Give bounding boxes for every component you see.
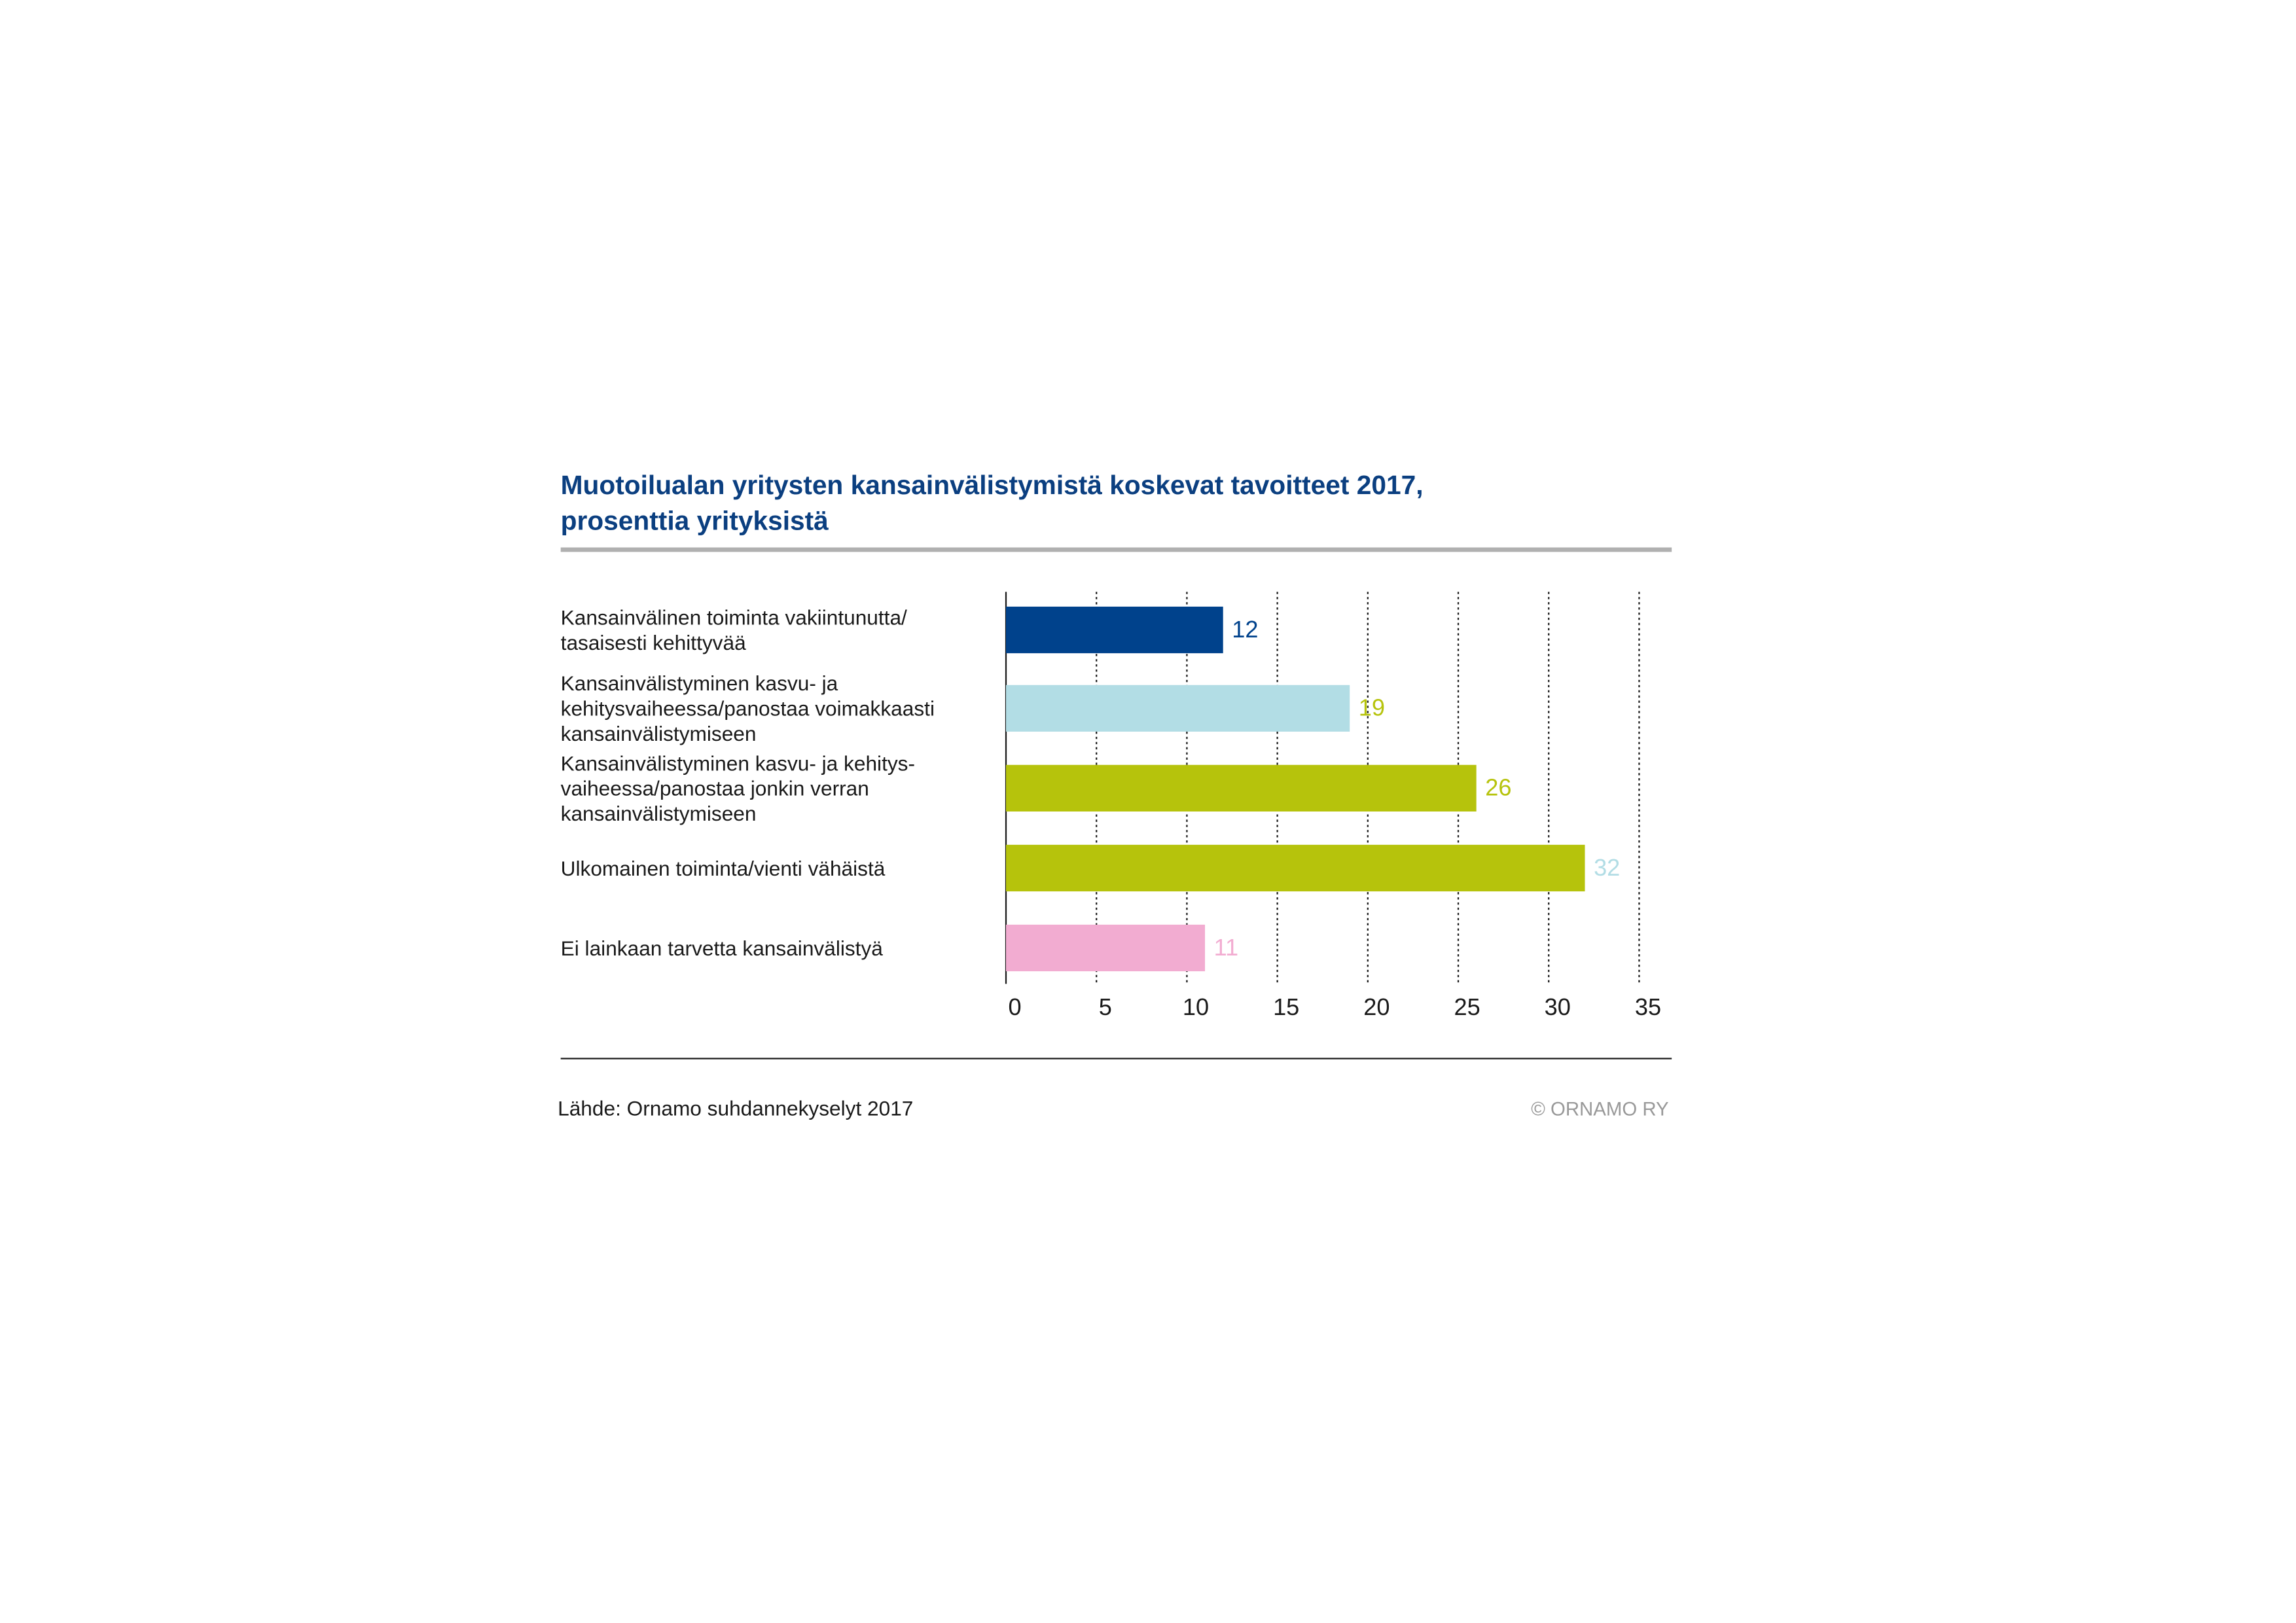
x-tick-label: 0	[1009, 993, 1022, 1020]
value-label: 12	[1232, 616, 1258, 643]
x-tick-label: 30	[1545, 993, 1571, 1020]
chart-title: Muotoilualan yritysten kansainvälistymis…	[561, 470, 1424, 535]
x-tick-label: 20	[1363, 993, 1390, 1020]
category-label: Kansainvälinen toiminta vakiintunutta/ta…	[561, 606, 907, 654]
bar	[1006, 685, 1350, 732]
value-label: 11	[1214, 934, 1239, 961]
value-label: 32	[1594, 854, 1620, 881]
bar	[1006, 764, 1477, 812]
copyright: © ORNAMO RY	[1531, 1098, 1668, 1120]
x-tick-label: 5	[1099, 993, 1112, 1020]
bar	[1006, 606, 1223, 654]
value-label: 26	[1485, 774, 1511, 801]
bar	[1006, 924, 1206, 972]
value-label: 19	[1359, 694, 1385, 721]
category-label: Kansainvälistyminen kasvu- ja kehitysvaih…	[561, 671, 935, 745]
category-label: Ei lainkaan tarvetta kansainvälistyä	[561, 936, 884, 960]
category-label: Ulkomainen toiminta/vienti vähäistä	[561, 857, 886, 880]
source: Lähde: Ornamo suhdannekyselyt 2017	[558, 1096, 913, 1120]
x-tick-label: 25	[1454, 993, 1480, 1020]
bar	[1006, 844, 1585, 892]
category-label: Kansainvälistyminen kasvu- ja kehitys-va…	[561, 751, 915, 825]
x-tick-label: 15	[1273, 993, 1299, 1020]
x-tick-label: 35	[1635, 993, 1661, 1020]
x-tick-label: 10	[1183, 993, 1209, 1020]
